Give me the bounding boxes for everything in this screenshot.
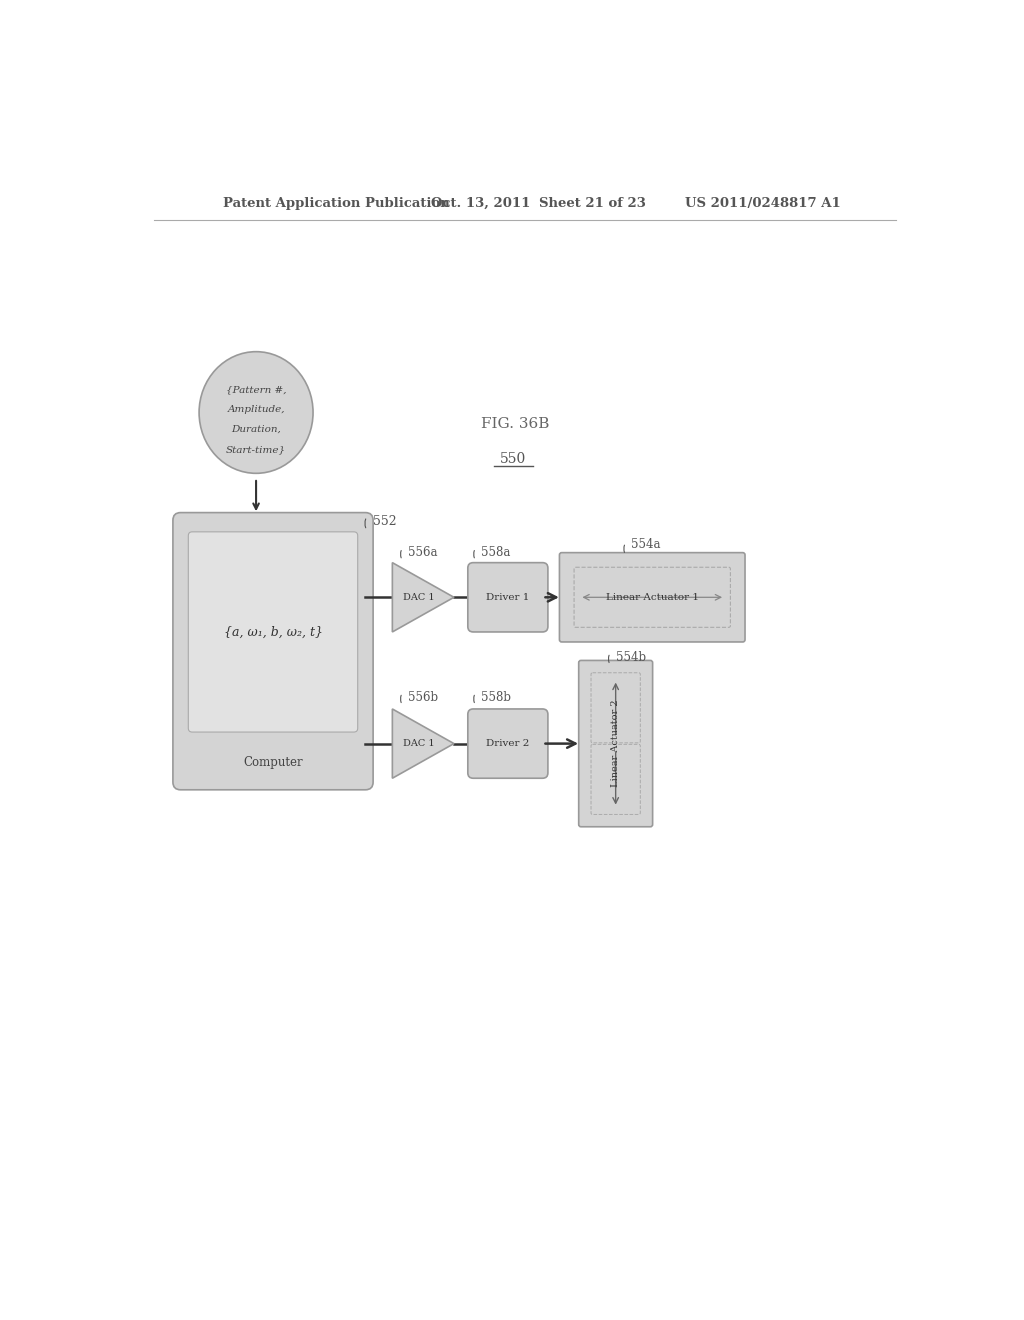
FancyBboxPatch shape <box>468 709 548 779</box>
Text: DAC 1: DAC 1 <box>403 593 435 602</box>
Text: US 2011/0248817 A1: US 2011/0248817 A1 <box>685 197 841 210</box>
Text: 556a: 556a <box>408 546 437 560</box>
Text: 550: 550 <box>500 451 526 466</box>
Text: 552: 552 <box>373 515 396 528</box>
Text: FIG. 36B: FIG. 36B <box>481 417 549 432</box>
FancyBboxPatch shape <box>188 532 357 733</box>
Text: {Pattern #,: {Pattern #, <box>226 385 287 393</box>
Polygon shape <box>392 562 454 632</box>
Text: Start-time}: Start-time} <box>226 445 286 454</box>
FancyBboxPatch shape <box>173 512 373 789</box>
Polygon shape <box>392 709 454 779</box>
Text: 558b: 558b <box>481 690 511 704</box>
Text: {a, ω₁, b, ω₂, t}: {a, ω₁, b, ω₂, t} <box>223 626 323 639</box>
Ellipse shape <box>199 351 313 474</box>
FancyBboxPatch shape <box>468 562 548 632</box>
Text: Oct. 13, 2011: Oct. 13, 2011 <box>431 197 530 210</box>
Text: 558a: 558a <box>481 546 510 560</box>
Text: Duration,: Duration, <box>231 425 281 434</box>
Text: 556b: 556b <box>408 690 438 704</box>
Text: Amplitude,: Amplitude, <box>227 405 285 414</box>
Text: Linear Actuator 2: Linear Actuator 2 <box>611 700 621 788</box>
FancyBboxPatch shape <box>579 660 652 826</box>
Text: Driver 1: Driver 1 <box>486 593 529 602</box>
Text: DAC 1: DAC 1 <box>403 739 435 748</box>
FancyBboxPatch shape <box>559 553 745 642</box>
Text: Patent Application Publication: Patent Application Publication <box>223 197 450 210</box>
Text: Linear Actuator 1: Linear Actuator 1 <box>606 593 698 602</box>
Text: Sheet 21 of 23: Sheet 21 of 23 <box>539 197 645 210</box>
Text: Computer: Computer <box>243 756 303 770</box>
Text: Driver 2: Driver 2 <box>486 739 529 748</box>
Text: 554a: 554a <box>631 539 660 552</box>
Text: 554b: 554b <box>615 651 646 664</box>
